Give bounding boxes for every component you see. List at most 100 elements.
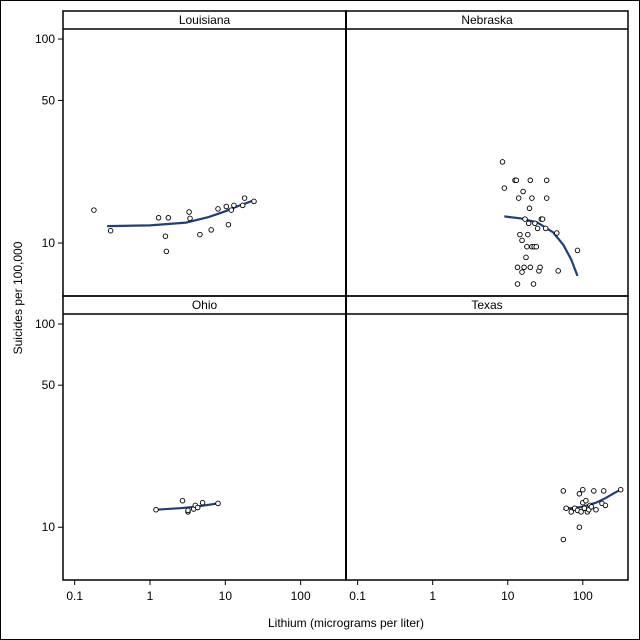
data-point xyxy=(527,177,534,184)
data-point xyxy=(560,488,567,494)
data-point xyxy=(515,195,522,201)
data-point xyxy=(576,524,583,530)
data-point xyxy=(513,177,520,184)
data-point xyxy=(522,216,528,222)
panel-grid: Louisiana Nebraska Ohio Texas xyxy=(62,10,629,581)
x-axis-right: 0.1 1 10 100 xyxy=(349,580,593,603)
x-tick-label: 0.1 xyxy=(66,589,83,603)
panel-title: Texas xyxy=(471,298,502,312)
y-tick-label: 50 xyxy=(42,93,56,107)
data-point xyxy=(215,206,221,212)
data-point xyxy=(576,491,583,497)
data-point xyxy=(588,504,595,510)
data-point xyxy=(525,220,532,227)
data-point xyxy=(251,198,257,205)
data-point xyxy=(617,486,624,493)
data-point xyxy=(215,500,221,507)
data-point xyxy=(519,237,525,244)
data-point xyxy=(91,207,97,213)
data-point xyxy=(525,231,531,238)
data-point xyxy=(600,488,607,494)
y-tick-label: 100 xyxy=(35,32,55,46)
data-point xyxy=(537,264,543,271)
x-axis-title: Lithium (micrograms per liter) xyxy=(268,616,424,630)
data-point xyxy=(532,220,538,227)
data-point xyxy=(155,215,162,221)
data-point xyxy=(580,486,586,493)
fit-curve xyxy=(107,198,256,228)
x-axis-left: 0.1 1 10 100 xyxy=(66,580,311,603)
x-tick-label: 100 xyxy=(291,589,311,603)
fit-curve xyxy=(563,488,623,511)
data-point xyxy=(520,188,526,195)
data-point xyxy=(539,216,546,222)
data-point xyxy=(107,227,114,234)
data-point xyxy=(179,497,186,504)
panel-title: Louisiana xyxy=(179,13,231,27)
data-point xyxy=(529,195,535,201)
data-point xyxy=(574,247,581,254)
data-point xyxy=(499,159,506,165)
data-point xyxy=(591,488,597,494)
data-point xyxy=(228,207,235,213)
panel-title: Ohio xyxy=(192,298,218,312)
fit-curve xyxy=(504,215,579,277)
y-tick-label: 50 xyxy=(42,378,56,392)
data-point xyxy=(593,506,599,513)
data-point xyxy=(583,497,589,504)
y-axis-bottom: 10 50 100 xyxy=(35,317,63,534)
data-point xyxy=(568,509,574,515)
data-point xyxy=(602,502,609,509)
data-point xyxy=(543,177,550,184)
y-tick-label: 10 xyxy=(42,520,56,534)
data-point xyxy=(165,215,172,221)
data-point xyxy=(543,195,550,201)
data-point xyxy=(517,231,523,238)
data-point xyxy=(153,506,159,513)
y-axis-title: Suicides per 100,000 xyxy=(11,241,25,354)
x-tick-label: 1 xyxy=(147,589,154,603)
data-point xyxy=(554,230,560,236)
data-point xyxy=(534,225,541,232)
data-point xyxy=(163,248,170,255)
data-point xyxy=(241,195,248,201)
data-point xyxy=(524,243,530,250)
data-point xyxy=(563,505,569,511)
x-tick-label: 100 xyxy=(573,589,593,603)
y-tick-label: 100 xyxy=(35,317,55,331)
data-point xyxy=(187,215,193,222)
data-point xyxy=(542,225,549,232)
data-point xyxy=(185,507,191,514)
data-point xyxy=(199,499,206,506)
data-point xyxy=(578,509,584,515)
data-point xyxy=(526,205,533,212)
data-point xyxy=(197,231,203,238)
data-point xyxy=(223,203,230,210)
data-point xyxy=(231,202,237,209)
data-point xyxy=(519,269,525,275)
data-point xyxy=(514,281,521,287)
data-point xyxy=(560,536,567,543)
panel-title: Nebraska xyxy=(461,13,513,27)
data-point xyxy=(208,227,214,233)
data-point xyxy=(521,264,527,271)
data-point xyxy=(194,504,201,511)
data-point xyxy=(186,209,192,215)
data-point xyxy=(533,243,540,250)
x-tick-label: 0.1 xyxy=(349,589,366,603)
x-tick-label: 1 xyxy=(429,589,436,603)
y-tick-label: 10 xyxy=(42,236,56,250)
y-axis-top: 10 50 100 xyxy=(35,32,63,250)
data-point xyxy=(523,254,529,261)
data-point xyxy=(555,268,561,274)
data-point xyxy=(530,281,537,287)
x-tick-label: 10 xyxy=(501,589,515,603)
data-point xyxy=(225,221,232,228)
data-point xyxy=(162,233,169,239)
data-point xyxy=(527,264,534,271)
data-point xyxy=(514,264,521,271)
x-tick-label: 10 xyxy=(219,589,233,603)
data-point xyxy=(501,185,508,191)
